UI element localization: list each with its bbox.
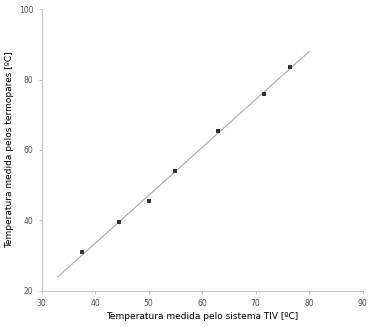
Point (215, 128, 221, 133)
X-axis label: Temperatura medida pelo sistema TIV [ºC]: Temperatura medida pelo sistema TIV [ºC] (106, 312, 298, 321)
Point (145, 198, 151, 204)
Y-axis label: Temperatura medida pelos termopares [ºC]: Temperatura medida pelos termopares [ºC] (6, 52, 15, 248)
Point (172, 168, 178, 174)
Point (287, 64, 293, 70)
Point (261, 91, 267, 96)
Point (116, 220, 122, 225)
Point (79, 250, 85, 255)
